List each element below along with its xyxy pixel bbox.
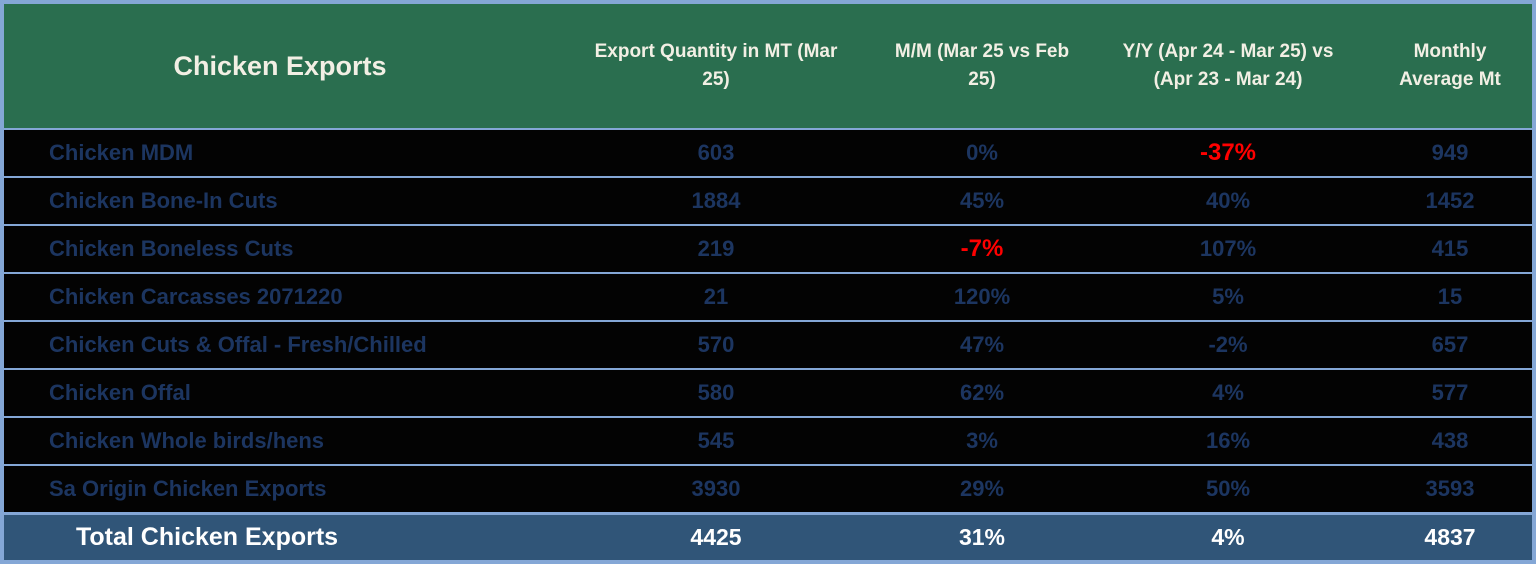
table-row: Chicken Carcasses 2071220 21 120% 5% 15 (4, 272, 1532, 320)
row-label: Chicken Carcasses 2071220 (49, 284, 343, 309)
row-value: 545 (697, 428, 735, 453)
row-label: Chicken Offal (49, 380, 191, 405)
table-row: Chicken Cuts & Offal - Fresh/Chilled 570 4… (4, 320, 1532, 368)
row-label: Sa Origin Chicken Exports (49, 476, 327, 501)
column-header-label: Y/Y (Apr 24 - Mar 25) vs (Apr 23 - Mar 2… (1122, 41, 1334, 90)
row-value: 3593 (1425, 476, 1475, 501)
total-row-label: Total Chicken Exports (76, 523, 339, 551)
row-value: 45% (959, 188, 1005, 213)
row-value: 657 (1431, 332, 1469, 357)
total-mm-change: 31% (958, 524, 1006, 550)
table-row: Chicken Bone-In Cuts 1884 45% 40% 1452 (4, 176, 1532, 224)
row-value: 62% (959, 380, 1005, 405)
row-label: Chicken Cuts & Offal - Fresh/Chilled (49, 332, 427, 357)
row-value: 15 (1437, 284, 1463, 309)
row-value: -37% (1199, 139, 1257, 166)
row-value: 47% (959, 332, 1005, 357)
row-value: -7% (960, 235, 1004, 262)
table-row: Chicken MDM 603 0% -37% 949 (4, 128, 1532, 176)
row-value: 3% (966, 428, 998, 453)
column-header-yy: Y/Y (Apr 24 - Mar 25) vs (Apr 23 - Mar 2… (1088, 4, 1368, 128)
row-value: 438 (1431, 428, 1469, 453)
row-label: Chicken Bone-In Cuts (49, 188, 278, 213)
row-label: Chicken Whole birds/hens (49, 428, 325, 453)
row-value: 5% (1212, 284, 1244, 309)
row-value: 50% (1205, 476, 1251, 501)
total-row: Total Chicken Exports 4425 31% 4% 4837 (4, 512, 1532, 560)
column-header-label: Monthly Average Mt (1399, 41, 1501, 90)
table-row: Chicken Whole birds/hens 545 3% 16% 438 (4, 416, 1532, 464)
row-value: 3930 (691, 476, 741, 501)
row-value: 415 (1431, 236, 1469, 261)
row-value: 120% (953, 284, 1011, 309)
total-export-quantity: 4425 (690, 524, 742, 550)
table-row: Sa Origin Chicken Exports 3930 29% 50% 3593 (4, 464, 1532, 512)
total-yy-change: 4% (1211, 524, 1245, 550)
row-value: 21 (703, 284, 729, 309)
row-value: -2% (1208, 332, 1248, 357)
table-body: Chicken MDM 603 0% -37% 949 Chicken Bone-In C… (4, 128, 1532, 512)
row-value: 1452 (1425, 188, 1475, 213)
row-value: 29% (959, 476, 1005, 501)
table-title: Chicken Exports (173, 50, 387, 81)
table-row: Chicken Boneless Cuts 219 -7% 107% 415 (4, 224, 1532, 272)
row-value: 603 (697, 140, 735, 165)
row-label: Chicken MDM (49, 140, 194, 165)
row-value: 0% (966, 140, 998, 165)
column-header-export-quantity: Export Quantity in MT (Mar 25) (556, 4, 876, 128)
row-value: 570 (697, 332, 735, 357)
row-value: 577 (1431, 380, 1469, 405)
row-value: 219 (697, 236, 735, 261)
table-row: Chicken Offal 580 62% 4% 577 (4, 368, 1532, 416)
row-value: 949 (1431, 140, 1469, 165)
row-value: 16% (1205, 428, 1251, 453)
row-value: 4% (1212, 380, 1244, 405)
row-value: 580 (697, 380, 735, 405)
total-monthly-average: 4837 (1424, 524, 1476, 550)
column-header-monthly-average: Monthly Average Mt (1368, 4, 1532, 128)
column-header-mm: M/M (Mar 25 vs Feb 25) (876, 4, 1088, 128)
column-header-label: M/M (Mar 25 vs Feb 25) (894, 41, 1070, 90)
row-label: Chicken Boneless Cuts (49, 236, 294, 261)
row-value: 107% (1199, 236, 1257, 261)
table-header-row: Chicken Exports Export Quantity in MT (M… (4, 4, 1532, 128)
row-value: 1884 (691, 188, 741, 213)
row-value: 40% (1205, 188, 1251, 213)
column-header-label: Export Quantity in MT (Mar 25) (594, 41, 838, 90)
